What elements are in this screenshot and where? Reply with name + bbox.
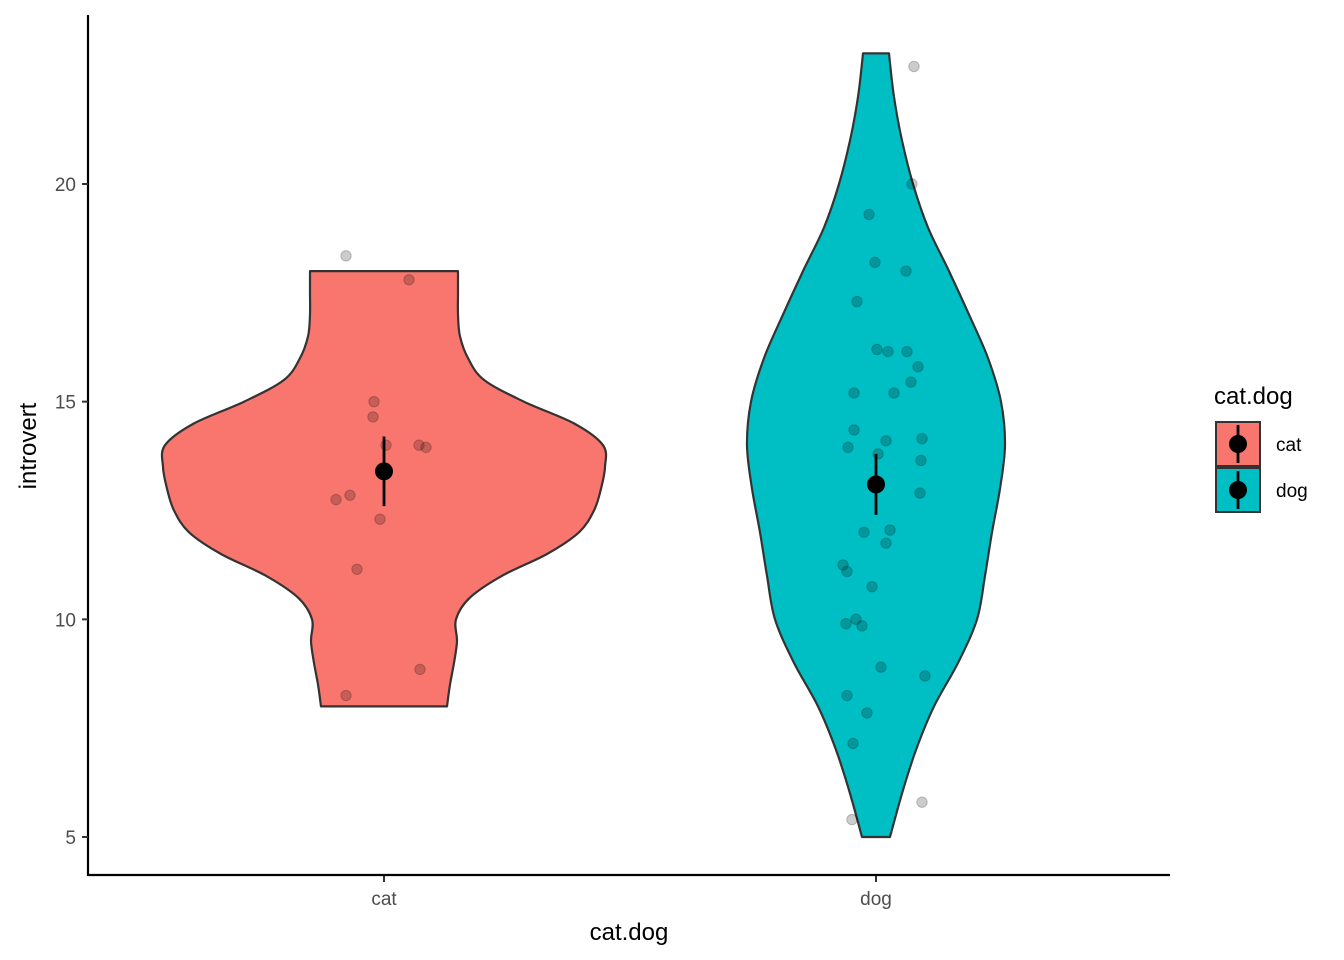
mean-point-dog: [867, 475, 885, 494]
legend-label-cat: cat: [1276, 435, 1302, 456]
data-point-dog: [884, 524, 896, 536]
data-point-dog: [912, 361, 924, 373]
data-point-dog: [916, 432, 928, 445]
data-point-dog: [880, 435, 892, 447]
y-tick-label: 20: [55, 175, 76, 196]
data-point-cat: [367, 411, 379, 423]
legend-key-point: [1229, 435, 1247, 453]
x-axis-title: cat.dog: [590, 919, 669, 946]
data-point-dog: [901, 345, 913, 358]
data-point-dog: [837, 559, 849, 571]
y-tick-label: 15: [55, 393, 76, 414]
violin-dog: [745, 52, 1007, 839]
data-point-cat: [351, 563, 363, 575]
data-point-dog: [848, 424, 860, 436]
data-point-dog: [846, 813, 858, 826]
legend-label-dog: dog: [1276, 481, 1308, 502]
data-point-dog: [858, 526, 870, 538]
data-point-dog: [882, 345, 894, 358]
data-point-dog: [841, 689, 853, 702]
data-point-dog: [856, 620, 868, 632]
data-point-dog: [900, 265, 912, 277]
data-point-dog: [908, 60, 920, 73]
y-ticks: 5 10 15 20: [55, 175, 88, 849]
data-point-dog: [851, 295, 863, 308]
data-point-dog: [875, 661, 887, 673]
legend-entry-cat: cat: [1215, 421, 1302, 467]
data-point-dog: [848, 387, 860, 399]
data-point-cat: [403, 274, 415, 286]
violins: [160, 52, 1007, 839]
x-tick-label-cat: cat: [371, 889, 397, 910]
data-point-dog: [919, 670, 931, 682]
data-point-dog: [840, 617, 852, 630]
data-point-dog: [914, 487, 926, 499]
data-point-cat: [340, 250, 352, 262]
data-point-dog: [866, 580, 878, 593]
data-point-dog: [915, 454, 927, 467]
mean-point-cat: [375, 462, 393, 481]
data-point-cat: [330, 493, 342, 506]
data-point-cat: [374, 513, 386, 525]
legend: cat.dog cat dog: [1214, 383, 1308, 513]
y-tick-label: 5: [65, 828, 76, 849]
x-ticks: cat dog: [371, 876, 892, 910]
data-point-dog: [863, 208, 875, 221]
data-point-dog: [906, 178, 918, 190]
data-point-dog: [872, 448, 884, 460]
x-tick-label-dog: dog: [860, 889, 892, 910]
data-point-dog: [842, 441, 854, 454]
data-point-cat: [340, 689, 352, 702]
data-point-dog: [850, 613, 862, 626]
axes: 5 10 15 20 cat dog cat.dog introvert: [15, 15, 1170, 946]
data-point-cat: [344, 489, 356, 501]
jitter-points: [330, 60, 931, 826]
data-point-dog: [888, 387, 900, 399]
mean-summaries: [375, 436, 885, 515]
data-point-dog: [880, 537, 892, 549]
data-point-dog: [869, 256, 881, 269]
data-point-dog: [871, 343, 883, 356]
legend-title: cat.dog: [1214, 383, 1293, 410]
y-tick-label: 10: [55, 610, 76, 631]
data-point-cat: [413, 439, 425, 451]
y-axis-title: introvert: [15, 402, 42, 489]
data-point-cat: [420, 441, 432, 454]
data-point-dog: [861, 707, 873, 719]
data-point-dog: [847, 737, 859, 750]
data-point-cat: [368, 395, 380, 408]
data-point-dog: [916, 796, 928, 808]
legend-entry-dog: dog: [1215, 467, 1308, 513]
data-point-cat: [414, 663, 426, 676]
data-point-cat: [380, 439, 392, 451]
data-point-dog: [905, 376, 917, 388]
legend-key-point: [1229, 481, 1247, 499]
data-point-dog: [841, 565, 853, 578]
